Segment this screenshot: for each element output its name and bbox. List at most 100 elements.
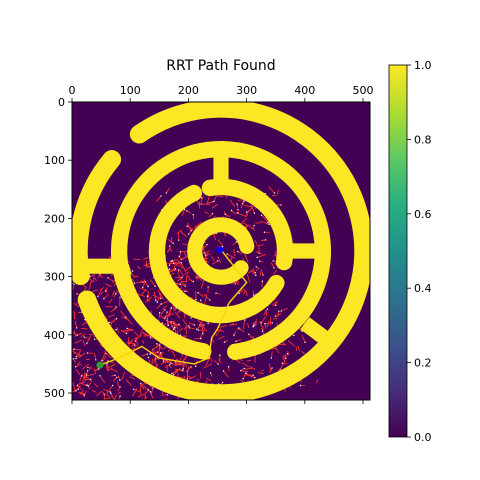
tree-node xyxy=(271,322,273,324)
tree-edge xyxy=(102,391,105,396)
tree-edge xyxy=(74,339,83,344)
tree-edge xyxy=(86,335,92,344)
tree-edge xyxy=(168,239,174,244)
tree-edge xyxy=(93,353,97,360)
tree-edge xyxy=(281,354,286,359)
tree-node xyxy=(76,293,78,295)
tree-edge xyxy=(163,398,168,400)
tree-edge xyxy=(215,292,221,295)
tree-node xyxy=(133,388,135,391)
tree-edge xyxy=(287,350,290,356)
x-tick-label: 400 xyxy=(294,84,315,97)
tree-edge xyxy=(100,291,104,295)
tree-edge xyxy=(156,195,162,202)
tree-edge xyxy=(199,323,206,330)
tree-node xyxy=(215,292,217,294)
tree-node xyxy=(195,328,198,330)
tree-edge xyxy=(183,362,188,367)
tree-node xyxy=(147,285,149,288)
tree-edge xyxy=(80,333,86,338)
tree-node xyxy=(227,366,230,368)
tree-node xyxy=(200,197,203,199)
tree-edge xyxy=(315,378,319,384)
tree-node xyxy=(87,366,89,369)
tree-edge xyxy=(255,267,259,271)
tree-node xyxy=(83,336,86,338)
tree-node xyxy=(184,290,186,293)
tree-node xyxy=(286,353,289,355)
tree-edge xyxy=(133,342,137,348)
tree-node xyxy=(170,260,172,263)
tree-node xyxy=(80,375,83,377)
tree-edge xyxy=(151,358,153,366)
tree-node xyxy=(160,297,162,300)
tree-node xyxy=(256,256,258,259)
tree-node xyxy=(179,250,182,253)
tree-node xyxy=(168,245,171,247)
tree-edge xyxy=(101,355,107,364)
tree-node xyxy=(219,354,221,356)
tree-node xyxy=(97,295,99,298)
tree-node xyxy=(98,368,100,370)
tree-edge xyxy=(226,253,236,259)
tree-edge xyxy=(83,390,87,398)
tree-edge xyxy=(76,332,83,336)
tree-edge xyxy=(218,325,227,328)
tree-edge xyxy=(206,200,215,205)
tree-edge xyxy=(164,313,174,317)
tree-node xyxy=(271,367,273,369)
tree-node xyxy=(166,394,169,396)
tree-node xyxy=(107,277,109,279)
tree-node xyxy=(272,260,274,262)
tree-edge xyxy=(264,323,267,329)
tree-node xyxy=(115,318,118,320)
tree-node xyxy=(186,210,188,212)
x-tick-label: 100 xyxy=(120,84,141,97)
tree-edge xyxy=(166,317,169,326)
tree-node xyxy=(162,360,165,362)
tree-edge xyxy=(147,357,151,363)
tree-node xyxy=(209,299,211,301)
tree-node xyxy=(237,327,240,329)
tree-edge xyxy=(170,237,173,244)
tree-node xyxy=(104,290,107,292)
tree-node xyxy=(221,381,224,384)
tree-node xyxy=(254,376,256,379)
start-marker xyxy=(96,361,104,369)
y-tick-label: 0 xyxy=(58,96,65,109)
tree-node xyxy=(259,260,261,262)
tree-node xyxy=(134,340,137,342)
maze-ring xyxy=(187,217,255,285)
tree-node xyxy=(217,260,219,262)
tree-edge xyxy=(79,375,82,382)
tree-node xyxy=(73,348,75,350)
tree-edge xyxy=(217,239,224,247)
tree-edge xyxy=(99,375,106,383)
tree-node xyxy=(140,382,142,385)
chart-title: RRT Path Found xyxy=(166,58,275,74)
tree-node xyxy=(274,315,277,317)
tree-node xyxy=(146,295,149,297)
tree-edge xyxy=(244,367,253,370)
x-tick-label: 0 xyxy=(69,84,76,97)
tree-edge xyxy=(75,385,82,392)
tree-node xyxy=(74,366,77,368)
tree-edge xyxy=(174,312,181,319)
tree-edge xyxy=(186,371,189,379)
tree-edge xyxy=(259,321,263,327)
tree-edge xyxy=(178,274,182,281)
tree-edge xyxy=(245,373,254,378)
tree-node xyxy=(179,283,182,285)
tree-edge xyxy=(97,289,103,297)
tree-node xyxy=(170,321,172,323)
tree-node xyxy=(263,231,266,233)
tree-edge xyxy=(203,293,211,301)
tree-edge xyxy=(271,347,277,350)
tree-edge xyxy=(75,369,81,376)
tree-node xyxy=(245,372,247,375)
tree-edge xyxy=(108,298,113,304)
tree-edge xyxy=(157,347,161,355)
tree-edge xyxy=(200,334,203,339)
tree-node xyxy=(83,394,85,396)
tree-edge xyxy=(177,376,186,379)
